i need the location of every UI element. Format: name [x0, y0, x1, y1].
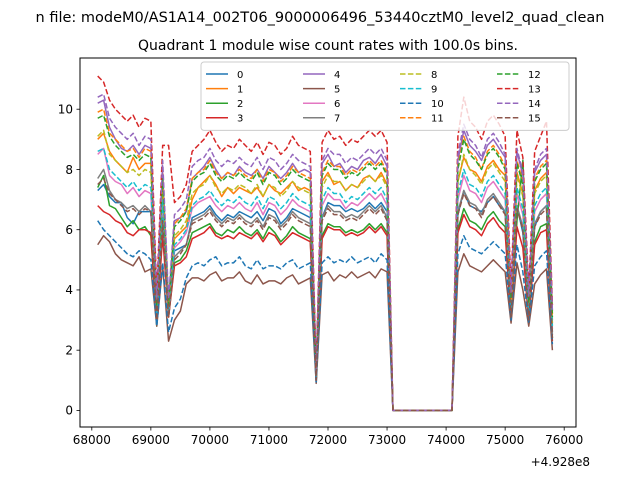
legend-label: 14 — [528, 99, 541, 110]
x-tick-label: 73000 — [368, 433, 406, 447]
legend-label: 4 — [334, 70, 340, 81]
x-tick-label: 72000 — [309, 433, 347, 447]
legend-label: 3 — [237, 114, 243, 125]
y-tick-label: 6 — [65, 223, 73, 237]
y-tick-label: 0 — [65, 404, 73, 418]
legend-label: 15 — [528, 114, 541, 125]
x-tick-label: 74000 — [427, 433, 465, 447]
plot-lines — [97, 75, 554, 412]
legend-label: 6 — [334, 99, 340, 110]
y-tick-label: 4 — [65, 283, 73, 297]
y-tick-label: 10 — [58, 103, 73, 117]
legend-label: 8 — [431, 70, 437, 81]
y-axis-ticks: 0 2 4 6 8 10 — [58, 103, 80, 418]
series-line-10 — [97, 220, 554, 412]
series-line-12 — [97, 114, 554, 412]
x-tick-label: 69000 — [132, 433, 170, 447]
x-tick-label: 68000 — [73, 433, 111, 447]
x-tick-label: 75000 — [486, 433, 524, 447]
series-line-5 — [97, 234, 554, 412]
x-axis-offset-label: +4.928e8 — [531, 455, 590, 469]
legend-label: 0 — [237, 70, 243, 81]
legend-label: 11 — [431, 114, 444, 125]
chart-title: Quadrant 1 module wise count rates with … — [138, 38, 518, 54]
series-line-15 — [97, 177, 554, 412]
figure-suptitle: n file: modeM0/AS1A14_002T06_9000006496_… — [36, 10, 605, 26]
legend-label: 1 — [237, 84, 243, 95]
x-tick-label: 71000 — [250, 433, 288, 447]
y-tick-label: 8 — [65, 163, 73, 177]
legend-label: 5 — [334, 84, 340, 95]
series-line-9 — [97, 147, 554, 412]
series-line-14 — [97, 93, 554, 412]
x-axis-ticks: 68000 69000 70000 71000 72000 73000 74000 75000… — [73, 427, 583, 447]
legend-label: 13 — [528, 84, 541, 95]
series-line-8 — [97, 129, 554, 412]
legend-label: 7 — [334, 114, 340, 125]
y-tick-label: 2 — [65, 343, 73, 357]
legend-label: 10 — [431, 99, 444, 110]
x-tick-label: 70000 — [191, 433, 229, 447]
legend-label: 9 — [431, 84, 437, 95]
legend-label: 2 — [237, 99, 243, 110]
legend-frame — [200, 61, 570, 131]
x-tick-label: 76000 — [545, 433, 583, 447]
legend-label: 12 — [528, 70, 541, 81]
